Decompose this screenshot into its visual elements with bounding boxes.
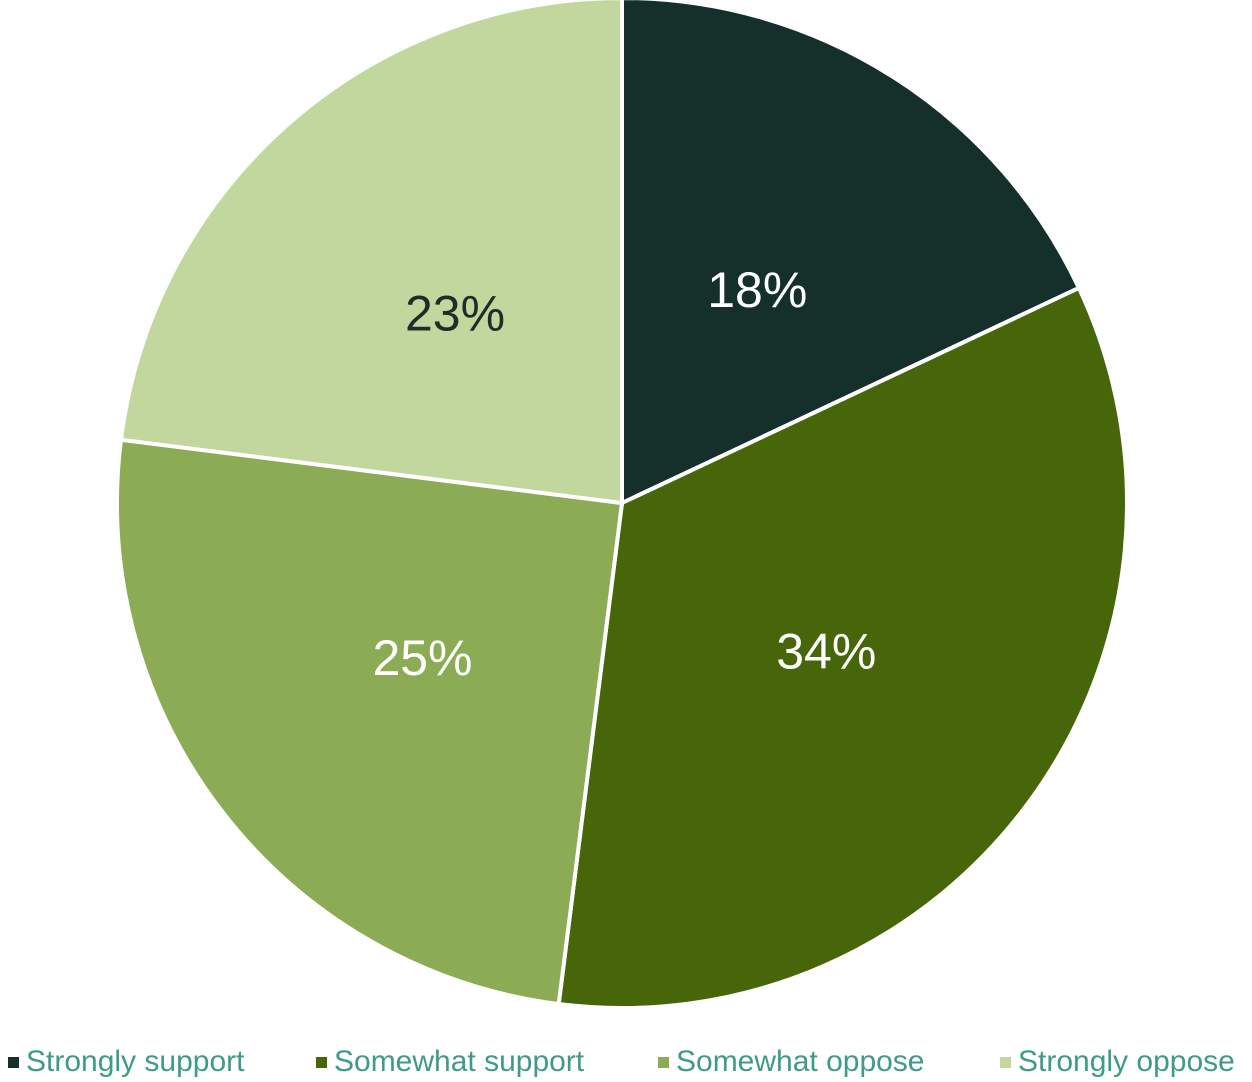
legend-item-somewhat-support: Somewhat support: [316, 1044, 584, 1080]
pie-data-labels: 18% 34% 25% 23%: [372, 262, 876, 686]
data-label-somewhat-support: 34%: [776, 623, 876, 679]
pie-slice-strongly-support: [620, 0, 1081, 505]
data-label-strongly-support: 18%: [707, 262, 807, 318]
pie-slice-somewhat-support: [556, 285, 1130, 1010]
legend-label-somewhat-oppose: Somewhat oppose: [676, 1045, 925, 1078]
legend-swatch-strongly-oppose: [1000, 1056, 1011, 1068]
data-label-somewhat-oppose: 25%: [372, 630, 472, 686]
legend-swatch-somewhat-support: [316, 1056, 327, 1068]
pie-slices: [115, 0, 1130, 1010]
legend-item-strongly-support: Strongly support: [8, 1044, 244, 1080]
legend-label-somewhat-support: Somewhat support: [334, 1045, 585, 1078]
legend-label-strongly-oppose: Strongly oppose: [1018, 1045, 1235, 1078]
pie-plot-area: 18% 34% 25% 23%: [115, 0, 1130, 1010]
pie-slice-somewhat-oppose: [115, 437, 624, 1007]
legend-item-somewhat-oppose: Somewhat oppose: [658, 1044, 925, 1080]
pie-slice-strongly-oppose: [118, 0, 624, 505]
legend: Strongly support Somewhat support Somewh…: [0, 1040, 1252, 1082]
legend-swatch-strongly-support: [8, 1056, 19, 1068]
legend-label-strongly-support: Strongly support: [26, 1045, 245, 1078]
legend-swatch-somewhat-oppose: [658, 1056, 669, 1068]
legend-item-strongly-oppose: Strongly oppose: [1000, 1044, 1235, 1080]
data-label-strongly-oppose: 23%: [405, 286, 505, 342]
